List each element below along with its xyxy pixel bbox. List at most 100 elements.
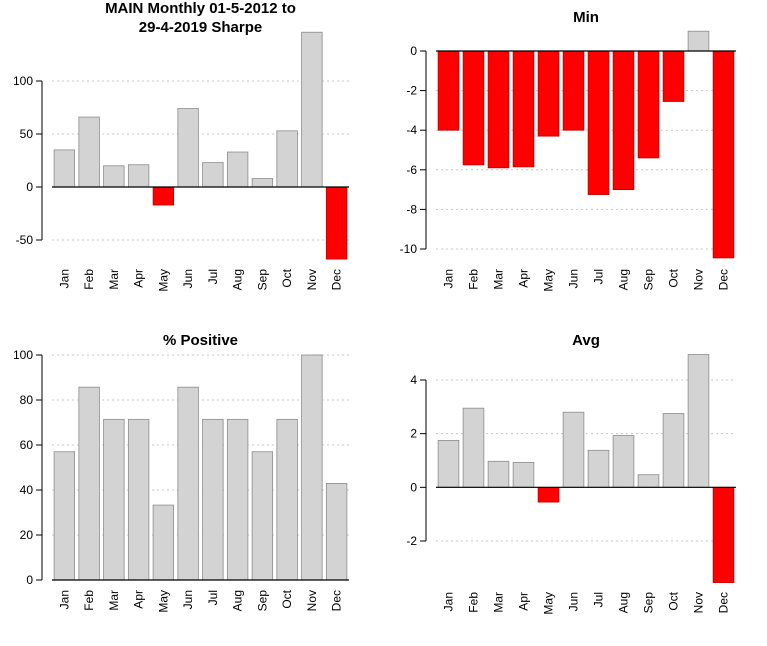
panel-pct-positive: % Positive 0 20 40 60 80 100 Jan Feb Mar Apr May Jun… <box>13 332 349 613</box>
bar-dec <box>712 50 735 259</box>
bar-mar <box>487 460 510 488</box>
y-tick-label: 20 <box>20 528 34 542</box>
bar-nov <box>687 354 710 488</box>
y-tick-label: 0 <box>26 573 33 587</box>
x-tick-label: Apr <box>132 590 146 609</box>
x-tick-label: Nov <box>305 590 319 611</box>
y-tick-label: 0 <box>410 44 417 58</box>
bar-aug <box>226 151 249 188</box>
x-tick-label: Jul <box>206 269 220 284</box>
x-tick-label: Nov <box>692 592 706 613</box>
x-tick-label: Oct <box>280 589 294 608</box>
y-tick-label: 50 <box>20 127 34 141</box>
y-tick-label: 2 <box>410 427 417 441</box>
y-tick-label: -2 <box>406 84 417 98</box>
bar-sep <box>637 474 660 488</box>
y-tick-label: 100 <box>13 74 33 88</box>
chart-title: MAIN Monthly 01-5-2012 to <box>105 0 296 17</box>
x-tick-label: May <box>542 592 556 615</box>
y-tick-label: -10 <box>400 242 418 256</box>
bar-dec <box>325 186 348 260</box>
x-tick-label: Oct <box>667 268 681 287</box>
bar-oct <box>662 413 685 488</box>
bar-jun <box>562 411 585 488</box>
x-tick-label: Mar <box>107 269 121 290</box>
y-tick-label: -6 <box>406 163 417 177</box>
x-tick-label: Aug <box>231 590 245 611</box>
x-tick-label: Jun <box>567 592 581 611</box>
x-tick-label: May <box>156 590 170 613</box>
bar-mar <box>103 165 125 188</box>
bar-oct <box>276 130 298 188</box>
x-tick-label: Mar <box>492 269 506 290</box>
x-tick-label: Jan <box>442 592 456 611</box>
x-tick-label: Apr <box>517 269 531 288</box>
bar-apr <box>127 164 150 188</box>
bar-jan <box>437 439 460 488</box>
x-tick-label: Mar <box>492 592 506 613</box>
bar-sep <box>637 50 660 159</box>
bar-may <box>537 50 560 137</box>
bar-sep <box>251 451 274 581</box>
chart-title: Avg <box>572 332 600 349</box>
y-tick-label: -8 <box>406 202 417 216</box>
y-tick-label: 0 <box>26 180 33 194</box>
y-tick-label: 0 <box>410 480 417 494</box>
bar-may <box>537 486 560 503</box>
bar-jun <box>177 386 199 581</box>
bar-jul <box>587 449 610 488</box>
x-tick-label: Jun <box>181 269 195 288</box>
x-tick-label: Jan <box>442 269 456 288</box>
x-tick-label: Feb <box>467 269 481 290</box>
bar-aug <box>612 435 635 488</box>
bar-feb <box>462 407 485 488</box>
bar-jan <box>53 451 76 581</box>
x-tick-label: Sep <box>255 590 269 612</box>
bar-dec <box>325 483 348 581</box>
x-tick-label: Feb <box>467 592 481 613</box>
x-tick-label: Feb <box>82 269 96 290</box>
x-tick-label: Feb <box>82 590 96 611</box>
bar-nov <box>301 31 323 188</box>
chart-title: 29-4-2019 Sharpe <box>139 19 262 36</box>
bar-feb <box>78 386 100 581</box>
x-tick-label: Jun <box>181 590 195 609</box>
x-tick-label: Aug <box>617 269 631 290</box>
x-tick-label: Jun <box>567 269 581 288</box>
bar-feb <box>462 50 485 166</box>
y-tick-label: 4 <box>410 373 417 387</box>
bar-jul <box>587 50 610 195</box>
bar-may <box>152 186 175 206</box>
x-tick-label: Sep <box>642 592 656 614</box>
bar-oct <box>662 50 685 102</box>
bar-jul <box>202 162 224 188</box>
bar-jun <box>177 108 199 188</box>
panel-min: Min -10 -8 -6 -4 -2 0 Jan Feb Mar Apr May Jun Jul Aug S… <box>400 9 736 292</box>
x-tick-label: Sep <box>255 269 269 291</box>
x-tick-label: Dec <box>330 269 344 290</box>
bar-apr <box>127 418 150 581</box>
bar-jul <box>202 418 224 581</box>
bar-mar <box>103 418 125 581</box>
x-tick-label: Dec <box>717 592 731 613</box>
bar-apr <box>512 50 535 168</box>
x-tick-label: May <box>542 269 556 292</box>
bar-nov <box>687 30 710 52</box>
bar-apr <box>512 461 535 488</box>
x-tick-label: Jul <box>206 590 220 605</box>
bar-aug <box>226 418 249 581</box>
bar-jan <box>437 50 460 131</box>
x-tick-label: Nov <box>692 269 706 290</box>
chart-title: Min <box>573 9 599 26</box>
x-tick-label: Jan <box>57 590 71 609</box>
x-tick-label: Aug <box>231 269 245 290</box>
y-tick-label: 40 <box>20 483 34 497</box>
x-tick-label: May <box>156 269 170 292</box>
y-tick-label: 60 <box>20 438 34 452</box>
panel-avg: Avg -2 0 2 4 Jan Feb Mar Apr May Jun Jul Aug Sep Oct No… <box>406 332 736 615</box>
x-tick-label: Oct <box>280 268 294 287</box>
bar-aug <box>612 50 635 191</box>
bar-nov <box>301 354 323 581</box>
x-tick-label: Dec <box>717 269 731 290</box>
